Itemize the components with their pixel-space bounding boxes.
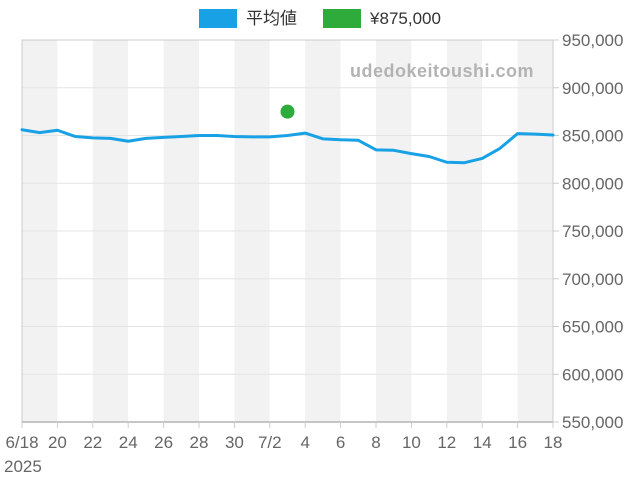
y-axis-label: 600,000 (562, 365, 623, 384)
x-axis-label: 24 (119, 433, 138, 452)
average-series-swatch (199, 8, 238, 28)
x-axis: 6/18 20 22 24 26 28 30 7/2 4 6 8 10 12 14 16 18 2025 (4, 422, 562, 476)
sale-price-label: ¥875,000 (370, 8, 441, 28)
y-axis-label: 900,000 (562, 79, 623, 98)
x-axis-label: 30 (225, 433, 244, 452)
x-axis-label: 6/18 (5, 433, 38, 452)
x-axis-label: 4 (300, 433, 309, 452)
x-axis-label: 18 (544, 433, 563, 452)
chart-legend: 平均値 ¥875,000 (0, 7, 640, 29)
x-axis-label: 20 (48, 433, 67, 452)
site-watermark: udedokeitoushi.com (350, 61, 534, 81)
y-axis-label: 800,000 (562, 174, 623, 193)
legend-item-sale-price[interactable]: ¥875,000 (323, 8, 441, 28)
y-axis-label: 950,000 (562, 31, 623, 50)
average-series-label: 平均値 (246, 8, 298, 28)
sale-price-swatch (323, 8, 362, 28)
average-price-line[interactable] (20, 128, 555, 165)
x-axis-label: 6 (336, 433, 345, 452)
x-axis-label: 8 (371, 433, 380, 452)
x-axis-label: 26 (154, 433, 173, 452)
x-axis-label: 28 (190, 433, 209, 452)
y-axis-label: 650,000 (562, 318, 623, 337)
legend-item-average[interactable]: 平均値 (199, 8, 298, 28)
x-axis-year-label: 2025 (4, 457, 42, 476)
x-axis-label: 12 (437, 433, 456, 452)
y-axis-label: 750,000 (562, 222, 623, 241)
x-axis-label: 10 (402, 433, 421, 452)
y-grid: 550,000 600,000 650,000 700,000 750,000 800,0… (22, 31, 623, 432)
y-axis-label: 550,000 (562, 413, 623, 432)
x-axis-label: 7/2 (258, 433, 282, 452)
x-axis-label: 14 (473, 433, 492, 452)
x-axis-label: 16 (508, 433, 527, 452)
x-axis-label: 22 (83, 433, 102, 452)
sale-price-point[interactable] (280, 104, 295, 119)
y-axis-label: 700,000 (562, 270, 623, 289)
y-axis-label: 850,000 (562, 127, 623, 146)
